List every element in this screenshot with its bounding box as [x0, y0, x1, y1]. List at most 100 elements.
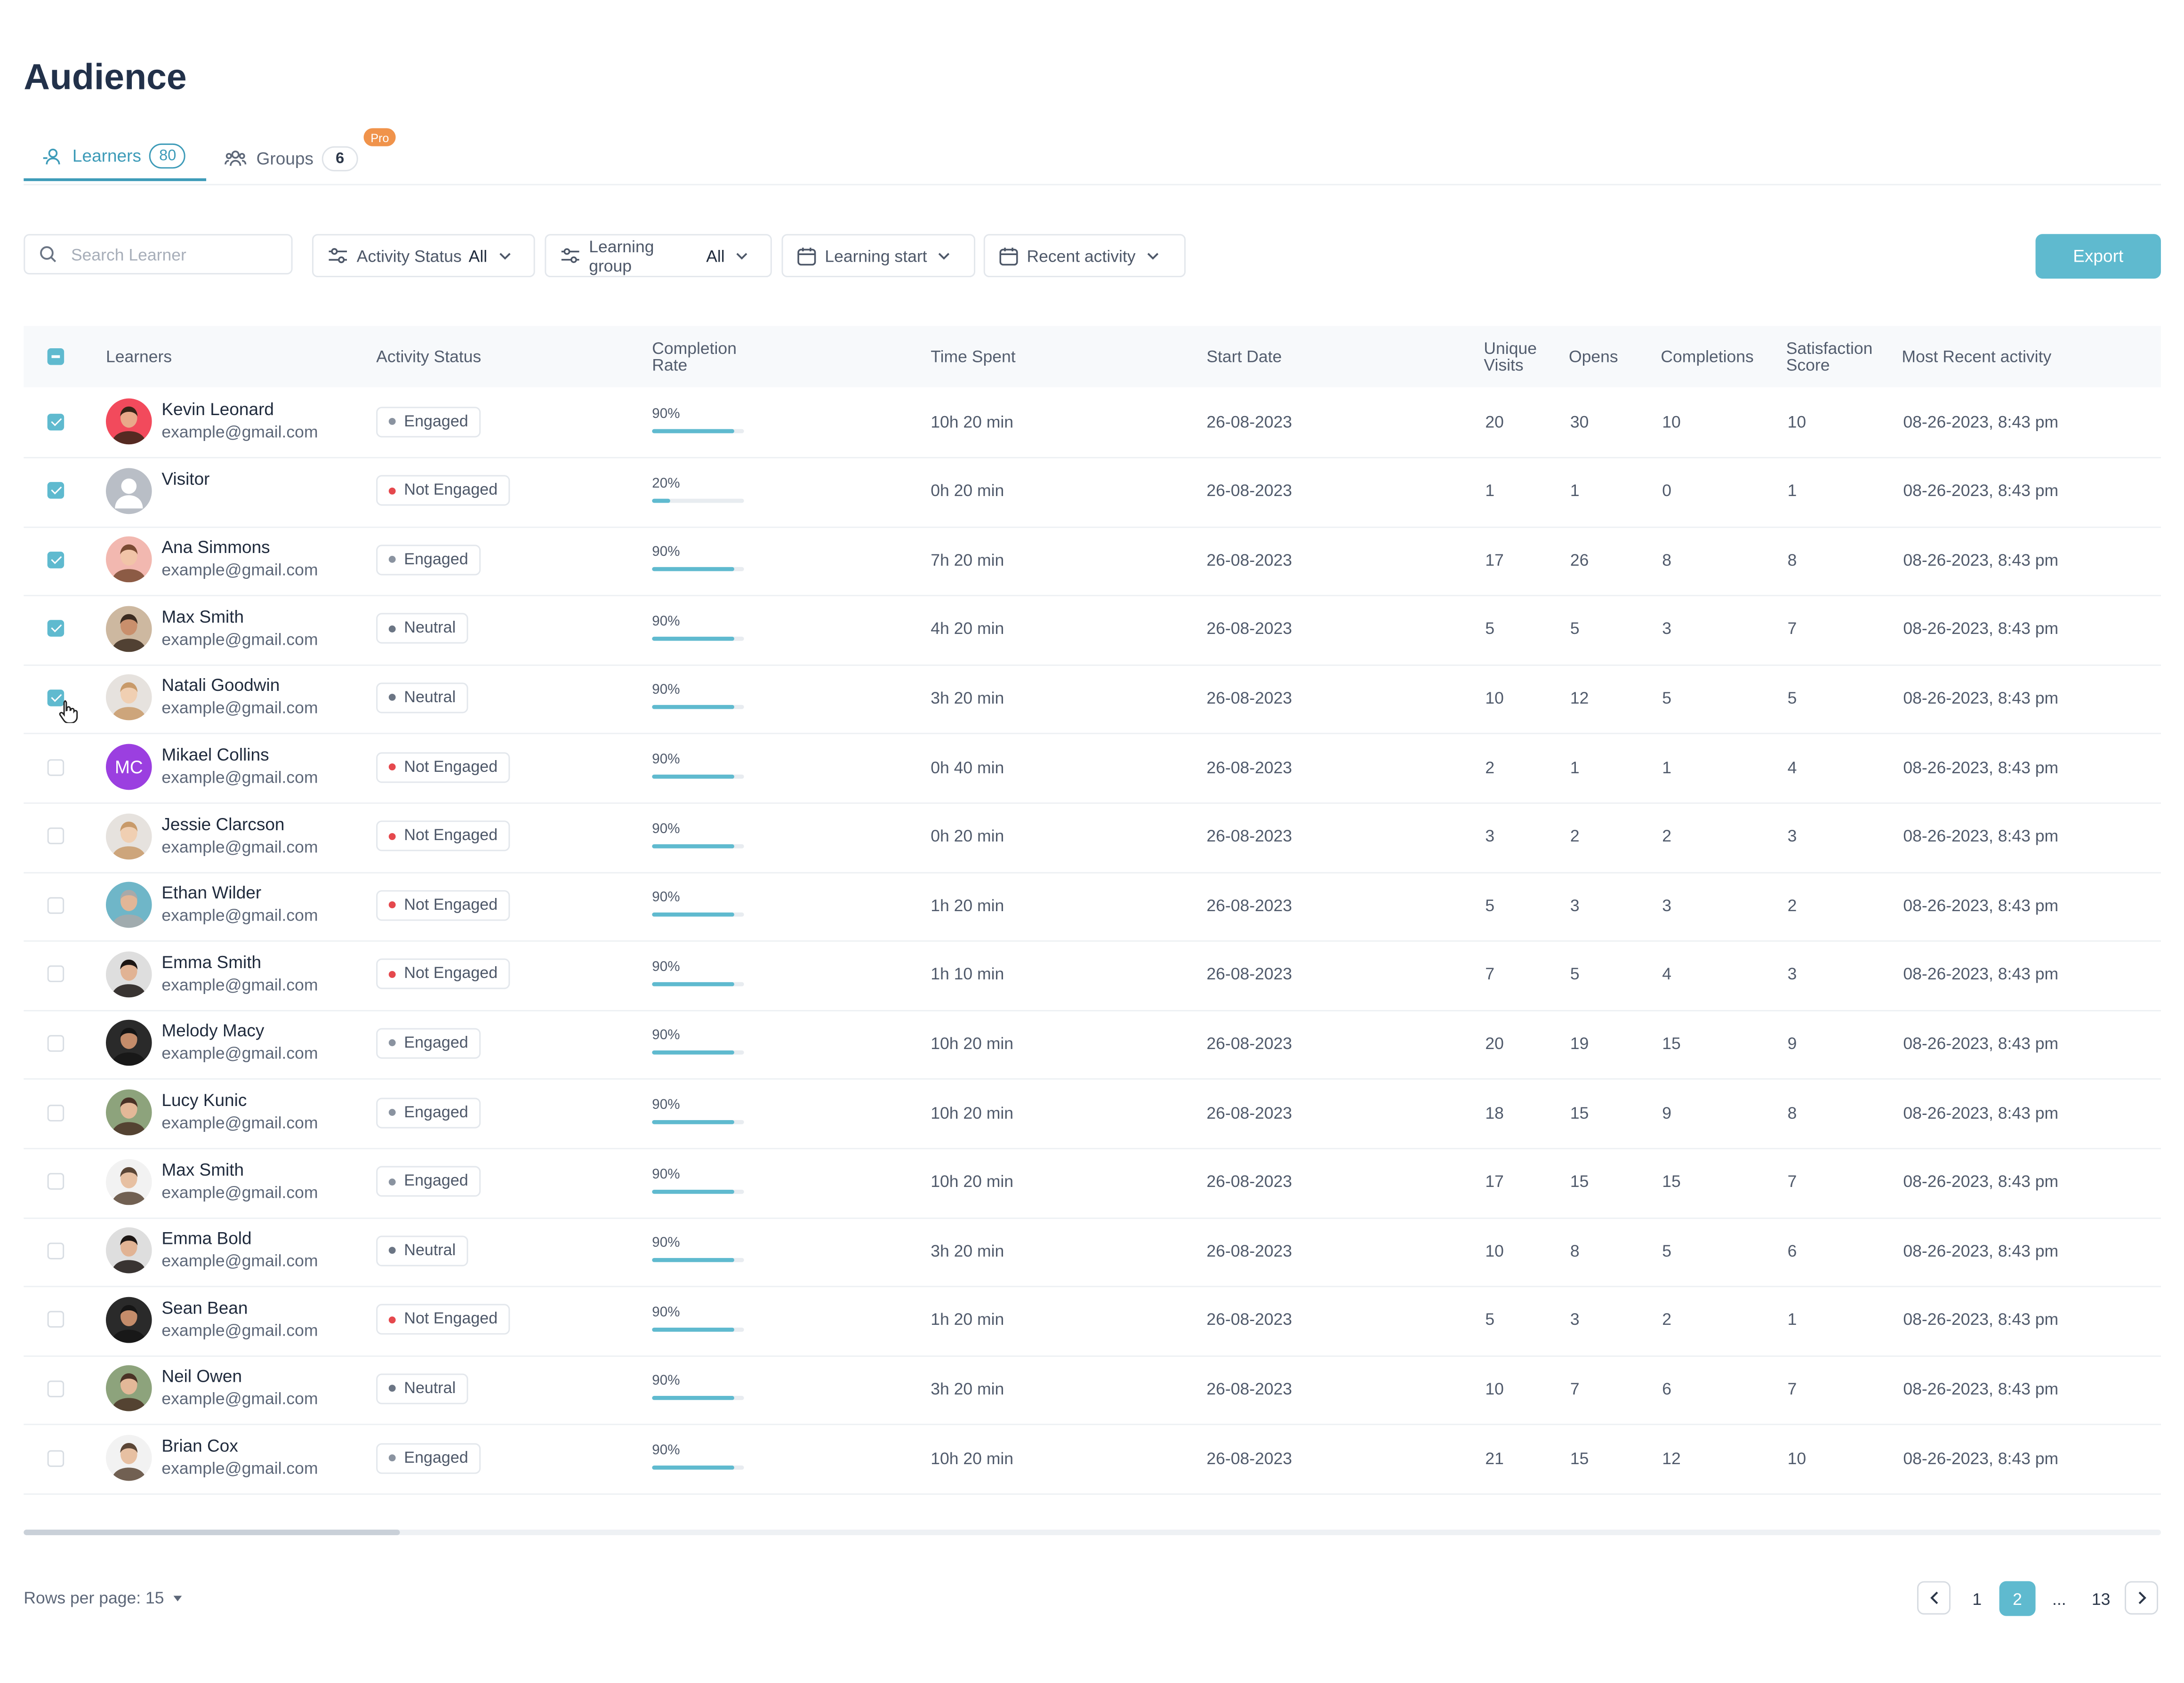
row-checkbox[interactable]: [47, 1311, 64, 1328]
table-row[interactable]: Lucy Kunic example@gmail.com Engaged 90%…: [24, 1078, 2161, 1149]
scrollbar-thumb[interactable]: [24, 1530, 400, 1535]
table-row[interactable]: Visitor Not Engaged 20% 0h 20 min 26-08-…: [24, 457, 2161, 528]
time-spent-cell: 10h 20 min: [931, 1102, 1014, 1122]
learner-name[interactable]: Ethan Wilder: [161, 883, 262, 903]
table-row[interactable]: Neil Owen example@gmail.com Neutral 90% …: [24, 1354, 2161, 1426]
row-checkbox[interactable]: [47, 1173, 64, 1190]
table-row[interactable]: Ana Simmons example@gmail.com Engaged 90…: [24, 525, 2161, 597]
table-row[interactable]: Brian Cox example@gmail.com Engaged 90% …: [24, 1424, 2161, 1495]
completion-rate-label: 90%: [652, 1167, 680, 1182]
next-page-button[interactable]: [2125, 1581, 2159, 1615]
learning-start-filter[interactable]: Learning start: [781, 234, 975, 278]
column-header-time-spent[interactable]: Time Spent: [931, 346, 1016, 366]
column-header-completions[interactable]: Completions: [1661, 346, 1754, 366]
column-header-opens[interactable]: Opens: [1568, 346, 1618, 366]
sliders-icon: [561, 248, 579, 263]
row-checkbox[interactable]: [47, 827, 64, 845]
completion-progress-bar: [652, 636, 744, 641]
start-date-cell: 26-08-2023: [1206, 1379, 1293, 1399]
page-13-button[interactable]: 13: [2091, 1589, 2111, 1609]
status-label: Engaged: [404, 551, 468, 568]
activity-status-cell: Not Engaged: [376, 457, 510, 525]
tab-learners[interactable]: Learners 80: [24, 134, 207, 181]
learner-name[interactable]: Neil Owen: [161, 1367, 242, 1387]
column-header-satisfaction-score[interactable]: Satisfaction Score: [1786, 337, 1873, 375]
previous-page-button[interactable]: [1917, 1581, 1951, 1615]
column-header-completion-rate[interactable]: Completion Rate: [652, 337, 737, 375]
export-button[interactable]: Export: [2035, 234, 2161, 279]
table-row[interactable]: Emma Smith example@gmail.com Not Engaged…: [24, 940, 2161, 1011]
row-checkbox[interactable]: [47, 1104, 64, 1121]
select-all-checkbox[interactable]: [47, 348, 64, 365]
column-header-start-date[interactable]: Start Date: [1206, 346, 1282, 366]
table-row[interactable]: MC Mikael Collins example@gmail.com Not …: [24, 733, 2161, 804]
horizontal-scrollbar[interactable]: [24, 1530, 2161, 1535]
learner-name[interactable]: Jessie Clarcson: [161, 814, 285, 834]
row-checkbox[interactable]: [47, 758, 64, 776]
row-checkbox[interactable]: [47, 897, 64, 914]
completion-progress-fill: [652, 774, 735, 779]
table-row[interactable]: Ethan Wilder example@gmail.com Not Engag…: [24, 871, 2161, 942]
table-row[interactable]: Max Smith example@gmail.com Engaged 90% …: [24, 1147, 2161, 1218]
row-checkbox[interactable]: [47, 1380, 64, 1397]
table-row[interactable]: Melody Macy example@gmail.com Engaged 90…: [24, 1009, 2161, 1081]
learner-name[interactable]: Melody Macy: [161, 1021, 265, 1042]
rows-per-page-select[interactable]: Rows per page: 15: [24, 1588, 182, 1608]
column-header-learners[interactable]: Learners: [105, 346, 172, 366]
satisfaction-score-cell: 7: [1787, 1379, 1797, 1399]
learner-name[interactable]: Kevin Leonard: [161, 400, 274, 419]
learning-start-filter-label: Learning start: [825, 246, 927, 265]
row-checkbox[interactable]: [47, 689, 64, 706]
row-checkbox[interactable]: [47, 620, 64, 637]
table-row[interactable]: Emma Bold example@gmail.com Neutral 90% …: [24, 1217, 2161, 1288]
learner-name[interactable]: Mikael Collins: [161, 745, 269, 765]
row-checkbox[interactable]: [47, 966, 64, 983]
learning-group-filter[interactable]: Learning group All: [545, 234, 772, 278]
row-checkbox[interactable]: [47, 1034, 64, 1052]
table-row[interactable]: Sean Bean example@gmail.com Not Engaged …: [24, 1285, 2161, 1357]
learner-name[interactable]: Sean Bean: [161, 1298, 248, 1318]
completion-rate-label: 90%: [652, 821, 680, 837]
table-row[interactable]: Kevin Leonard example@gmail.com Engaged …: [24, 387, 2161, 458]
learner-name[interactable]: Ana Simmons: [161, 538, 270, 558]
learner-info: Brian Cox example@gmail.com: [161, 1436, 318, 1481]
satisfaction-score-cell: 8: [1787, 1102, 1797, 1122]
learner-name[interactable]: Max Smith: [161, 1160, 244, 1179]
row-checkbox[interactable]: [47, 1449, 64, 1467]
search-input[interactable]: [68, 243, 283, 265]
table-row[interactable]: Natali Goodwin example@gmail.com Neutral…: [24, 664, 2161, 735]
page-ellipsis: ...: [2052, 1589, 2066, 1609]
page-2-button[interactable]: 2: [1999, 1581, 2036, 1616]
learner-name[interactable]: Emma Bold: [161, 1229, 252, 1249]
unique-visits-cell: 5: [1485, 895, 1495, 915]
table-row[interactable]: Max Smith example@gmail.com Neutral 90% …: [24, 594, 2161, 666]
column-header-activity-status[interactable]: Activity Status: [376, 346, 482, 366]
user-icon: [43, 148, 60, 164]
row-select-cell: [47, 1354, 64, 1423]
learner-name[interactable]: Visitor: [161, 469, 210, 489]
tab-groups[interactable]: Groups 6: [225, 134, 358, 183]
page-1-button[interactable]: 1: [1972, 1589, 1982, 1609]
status-dot: [388, 487, 396, 494]
most-recent-activity-cell: 08-26-2023, 8:43 pm: [1903, 1448, 2059, 1468]
column-header-most-recent-activity[interactable]: Most Recent activity: [1902, 346, 2052, 366]
row-checkbox[interactable]: [47, 482, 64, 499]
row-checkbox[interactable]: [47, 1242, 64, 1259]
table-row[interactable]: Jessie Clarcson example@gmail.com Not En…: [24, 802, 2161, 873]
activity-status-filter[interactable]: Activity Status All: [312, 234, 535, 278]
learner-name[interactable]: Lucy Kunic: [161, 1090, 247, 1111]
opens-cell: 30: [1570, 411, 1589, 432]
learner-name[interactable]: Brian Cox: [161, 1436, 238, 1456]
column-header-unique-visits[interactable]: Unique Visits: [1484, 337, 1537, 375]
learner-name[interactable]: Natali Goodwin: [161, 676, 280, 696]
time-spent-cell: 10h 20 min: [931, 1448, 1014, 1468]
row-checkbox[interactable]: [47, 413, 64, 430]
completion-rate-cell: 90%: [652, 960, 744, 986]
learner-name[interactable]: Emma Smith: [161, 953, 262, 972]
recent-activity-filter[interactable]: Recent activity: [983, 234, 1186, 278]
row-checkbox[interactable]: [47, 551, 64, 568]
completion-progress-fill: [652, 705, 735, 710]
learner-email: example@gmail.com: [161, 1182, 318, 1202]
learner-name[interactable]: Max Smith: [161, 607, 244, 627]
opens-cell: 3: [1570, 895, 1580, 915]
